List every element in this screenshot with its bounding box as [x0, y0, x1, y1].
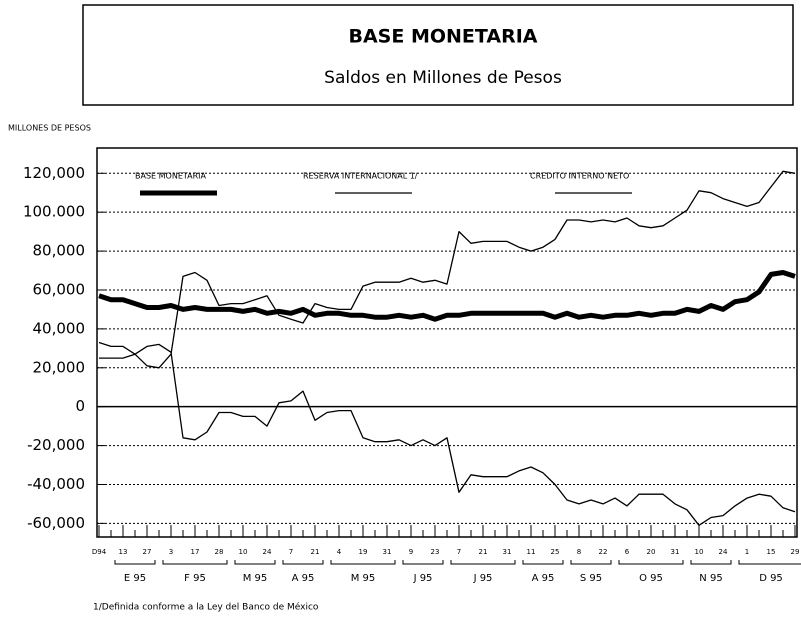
plot-frame [96, 147, 798, 538]
legend-label: BASE MONETARIA [135, 172, 207, 181]
x-tick-label: 3 [169, 548, 173, 556]
x-tick-label: 31 [383, 548, 392, 556]
x-tick-label: 23 [431, 548, 440, 556]
month-label: D 95 [759, 573, 783, 584]
chart-title: BASE MONETARIA [349, 26, 538, 48]
y-tick-label: -20,000 [27, 436, 85, 454]
x-tick-label: 8 [577, 548, 581, 556]
series-line [98, 270, 796, 322]
month-bracket [618, 560, 684, 565]
y-tick-label: 0 [75, 397, 85, 415]
y-tick-label: -60,000 [27, 514, 85, 532]
x-tick-label: 31 [671, 548, 680, 556]
month-label: M 95 [243, 573, 268, 584]
chart-subtitle: Saldos en Millones de Pesos [324, 68, 562, 88]
month-label: A 95 [532, 573, 555, 584]
x-tick-label: 6 [625, 548, 630, 556]
month-label: J 95 [473, 573, 493, 584]
x-tick-label: 28 [215, 548, 224, 556]
x-tick-label: 24 [719, 548, 728, 556]
x-tick-label: 29 [791, 548, 800, 556]
month-label: F 95 [184, 573, 206, 584]
x-tick-label: 1 [745, 548, 749, 556]
month-bracket [690, 560, 732, 565]
x-tick-label: 7 [457, 548, 461, 556]
x-tick-label: 21 [311, 548, 320, 556]
x-tick-label: 17 [191, 548, 200, 556]
month-bracket [234, 560, 276, 565]
x-tick-label: 9 [409, 548, 413, 556]
month-bracket [162, 560, 228, 565]
x-tick-label: 20 [647, 548, 656, 556]
x-tick-label: D94 [92, 548, 107, 556]
x-tick-label: 4 [337, 548, 342, 556]
series-line [98, 170, 796, 369]
x-tick-label: 11 [527, 548, 536, 556]
month-bracket [450, 560, 516, 565]
x-tick-label: 15 [767, 548, 776, 556]
x-tick-label: 27 [143, 548, 152, 556]
month-bracket [522, 560, 564, 565]
month-label: N 95 [699, 573, 722, 584]
month-bracket [570, 560, 612, 565]
legend-label: RESERVA INTERNACIONAL 1/ [303, 172, 418, 181]
legend-label: CREDITO INTERNO NETO [530, 172, 629, 181]
month-bracket [114, 560, 156, 565]
month-label: M 95 [351, 573, 376, 584]
x-tick-label: 10 [239, 548, 248, 556]
y-tick-label: 40,000 [33, 319, 86, 337]
month-bracket [738, 560, 801, 565]
x-tick-label: 24 [263, 548, 272, 556]
month-bracket [330, 560, 396, 565]
title-box [82, 4, 794, 106]
series-line [99, 343, 796, 526]
month-bracket [402, 560, 444, 565]
y-tick-label: -40,000 [27, 475, 85, 493]
month-label: E 95 [124, 573, 146, 584]
x-tick-label: 10 [695, 548, 704, 556]
x-tick-label: 7 [289, 548, 293, 556]
x-tick-label: 13 [119, 548, 128, 556]
month-label: O 95 [639, 573, 663, 584]
x-tick-label: 21 [479, 548, 488, 556]
footnote: 1/Definida conforme a la Ley del Banco d… [93, 602, 319, 613]
month-bracket [282, 560, 324, 565]
y-tick-label: 60,000 [33, 280, 86, 298]
y-tick-label: 100.000 [23, 203, 85, 221]
x-tick-label: 31 [503, 548, 512, 556]
month-label: S 95 [580, 573, 602, 584]
month-label: J 95 [413, 573, 433, 584]
y-tick-label: 80,000 [33, 242, 86, 260]
y-tick-label: 120,000 [23, 164, 85, 182]
x-tick-label: 22 [599, 548, 608, 556]
month-label: A 95 [292, 573, 315, 584]
y-axis-label: MILLONES DE PESOS [8, 124, 91, 133]
x-tick-label: 25 [551, 548, 560, 556]
y-tick-label: 20,000 [33, 358, 86, 376]
x-tick-label: 19 [359, 548, 368, 556]
